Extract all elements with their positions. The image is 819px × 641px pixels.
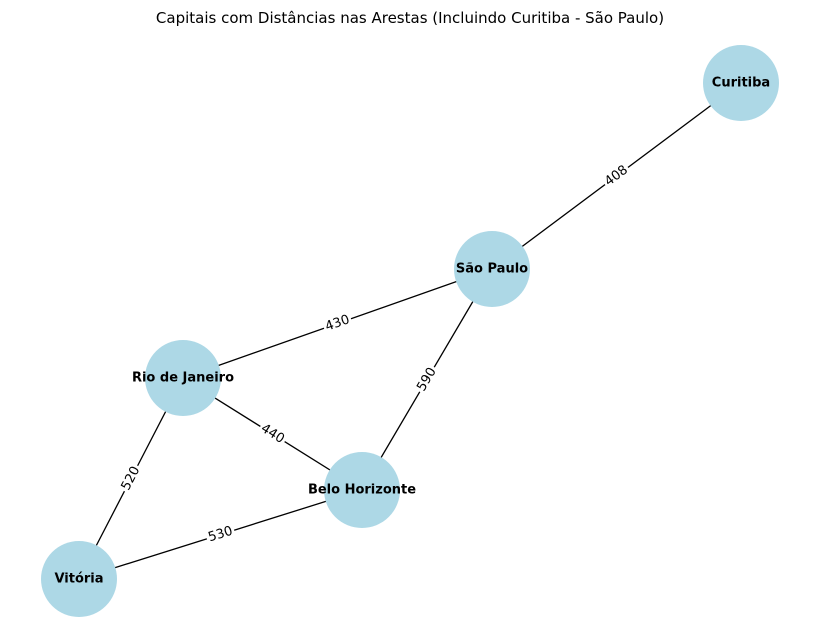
edge-label-background bbox=[411, 362, 443, 397]
node-curitiba: Curitiba bbox=[703, 45, 779, 121]
edge-label-background bbox=[116, 461, 146, 496]
edge-labels-layer: 408 430 590 440 520 530 bbox=[116, 160, 634, 548]
edge-label-sao-paulo-belo-horizonte: 590 bbox=[411, 362, 443, 397]
nodes-layer: Curitiba São Paulo Rio de Janeiro Belo Hori… bbox=[41, 45, 779, 617]
edge-label-rio-de-janeiro-belo-horizonte: 440 bbox=[255, 418, 290, 450]
node-label: São Paulo bbox=[456, 262, 528, 277]
node-circle bbox=[703, 45, 779, 121]
node-circle bbox=[145, 340, 221, 416]
edge-distance-label: 530 bbox=[206, 524, 234, 546]
edge-label-belo-horizonte-vitoria: 530 bbox=[204, 521, 237, 548]
node-sao-paulo: São Paulo bbox=[454, 231, 530, 307]
edge-label-background bbox=[321, 310, 354, 337]
node-label: Vitória bbox=[54, 572, 103, 587]
node-label: Curitiba bbox=[712, 76, 770, 91]
edges-layer bbox=[78, 82, 742, 580]
node-belo-horizonte: Belo Horizonte bbox=[308, 452, 416, 528]
edge-label-curitiba-sao-paulo: 408 bbox=[599, 160, 634, 192]
node-label: Rio de Janeiro bbox=[132, 371, 234, 386]
edge-label-background bbox=[599, 160, 634, 192]
node-rio-de-janeiro: Rio de Janeiro bbox=[132, 340, 234, 416]
node-circle bbox=[324, 452, 400, 528]
edge-label-background bbox=[204, 521, 237, 548]
edge-label-background bbox=[255, 418, 290, 450]
node-circle bbox=[41, 541, 117, 617]
edge-distance-label: 430 bbox=[323, 312, 351, 334]
edge-label-sao-paulo-rio-de-janeiro: 430 bbox=[321, 310, 354, 337]
node-circle bbox=[454, 231, 530, 307]
node-label: Belo Horizonte bbox=[308, 483, 416, 498]
node-vitoria: Vitória bbox=[41, 541, 117, 617]
edge-label-rio-de-janeiro-vitoria: 520 bbox=[116, 461, 146, 496]
graph-title: Capitais com Distâncias nas Arestas (Inc… bbox=[156, 9, 664, 27]
